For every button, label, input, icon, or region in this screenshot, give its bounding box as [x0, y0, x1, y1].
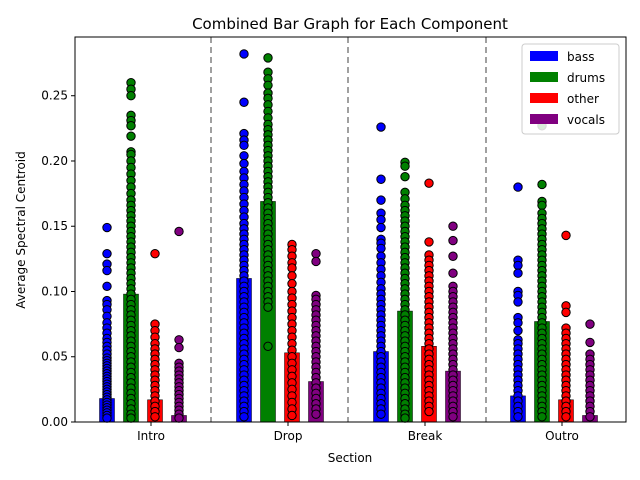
legend-box	[521, 43, 620, 135]
point-other-break-0	[424, 178, 434, 188]
point-bass-outro-6	[513, 297, 523, 307]
point-vocals-break-3	[448, 268, 458, 278]
y-tick-label-0: 0.00	[41, 415, 68, 429]
point-bass-break-1	[376, 174, 386, 184]
point-drums-break-2	[400, 171, 410, 182]
point-bass-drop-5	[239, 151, 249, 161]
point-vocals-intro-2	[174, 342, 184, 353]
y-axis-label: Average Spectral Centroid	[14, 151, 28, 308]
point-bass-break-38	[376, 409, 386, 419]
point-bass-outro-2	[513, 260, 523, 271]
point-bass-drop-4	[239, 140, 249, 151]
point-bass-outro-25	[513, 412, 523, 422]
point-bass-outro-8	[513, 318, 523, 328]
point-bass-break-5	[376, 222, 386, 233]
point-drums-outro-1	[537, 179, 547, 190]
point-drums-drop-44	[263, 302, 273, 312]
point-vocals-break-29	[448, 412, 458, 422]
point-other-drop-4	[287, 263, 297, 273]
point-other-drop-6	[287, 278, 297, 289]
point-other-intro-0	[150, 248, 160, 259]
point-drums-outro-3	[537, 200, 547, 211]
point-vocals-break-2	[448, 251, 458, 261]
point-bass-intro-4	[102, 281, 112, 291]
point-drums-intro-57	[126, 413, 136, 423]
point-bass-drop-1	[239, 97, 249, 107]
point-bass-break-2	[376, 195, 386, 205]
legend-label-bass: bass	[567, 50, 594, 64]
point-bass-outro-0	[513, 182, 523, 192]
point-other-drop-26	[287, 410, 297, 421]
point-bass-drop-52	[239, 412, 249, 422]
point-other-outro-0	[561, 230, 571, 241]
point-vocals-outro-1	[585, 337, 595, 348]
y-tick-label-4: 0.20	[41, 154, 68, 168]
point-bass-outro-9	[513, 325, 523, 336]
point-drums-outro-43	[537, 412, 547, 422]
point-bass-intro-1	[102, 248, 112, 259]
point-drums-intro-2	[126, 91, 136, 101]
point-vocals-break-0	[448, 221, 458, 231]
x-tick-label-outro: Outro	[545, 429, 579, 443]
point-drums-drop-3	[263, 80, 273, 90]
point-vocals-outro-14	[585, 412, 595, 422]
x-tick-label-drop: Drop	[274, 429, 303, 443]
point-vocals-drop-25	[311, 409, 321, 419]
point-vocals-intro-1	[174, 335, 184, 345]
point-bass-intro-0	[102, 222, 112, 233]
point-drums-intro-6	[126, 131, 136, 141]
y-tick-label-5: 0.25	[41, 89, 68, 103]
point-drums-drop-45	[263, 341, 273, 352]
chart-title: Combined Bar Graph for Each Component	[192, 15, 508, 33]
point-other-outro-2	[561, 307, 571, 318]
point-vocals-drop-1	[311, 256, 321, 267]
point-bass-outro-3	[513, 268, 523, 278]
legend-swatch-vocals	[530, 114, 558, 124]
point-other-break-32	[424, 406, 434, 417]
point-bass-break-0	[376, 122, 386, 132]
point-drums-drop-0	[263, 53, 273, 63]
point-other-break-1	[424, 237, 434, 247]
legend-swatch-bass	[530, 51, 558, 61]
point-bass-drop-0	[239, 49, 249, 59]
point-other-intro-18	[150, 412, 160, 422]
legend-label-drums: drums	[567, 71, 605, 85]
point-bass-intro-40	[102, 413, 112, 423]
point-vocals-intro-17	[174, 413, 184, 423]
plot-frame	[74, 36, 627, 423]
point-bass-intro-3	[102, 265, 112, 276]
point-vocals-outro-0	[585, 319, 595, 329]
legend-swatch-other	[530, 93, 558, 103]
point-vocals-drop-0	[311, 248, 321, 259]
point-vocals-break-1	[448, 235, 458, 246]
point-drums-break-46	[400, 413, 410, 423]
point-other-drop-5	[287, 271, 297, 281]
x-tick-label-break: Break	[408, 429, 443, 443]
point-drums-intro-5	[126, 121, 136, 131]
legend-label-vocals: vocals	[567, 113, 605, 127]
point-other-outro-20	[561, 412, 571, 422]
legend-label-other: other	[567, 92, 599, 106]
y-tick-label-2: 0.10	[41, 284, 68, 298]
legend-swatch-drums	[530, 72, 558, 82]
x-tick-label-intro: Intro	[137, 429, 165, 443]
y-tick-label-3: 0.15	[41, 219, 68, 233]
x-axis-label: Section	[328, 451, 373, 465]
point-bass-break-8	[376, 243, 386, 254]
point-drums-break-1	[400, 161, 410, 171]
point-bass-break-4	[376, 215, 386, 225]
point-bass-drop-6	[239, 158, 249, 169]
point-vocals-intro-0	[174, 226, 184, 237]
y-tick-label-1: 0.05	[41, 350, 68, 364]
legend: bass drums other vocals	[521, 43, 620, 135]
